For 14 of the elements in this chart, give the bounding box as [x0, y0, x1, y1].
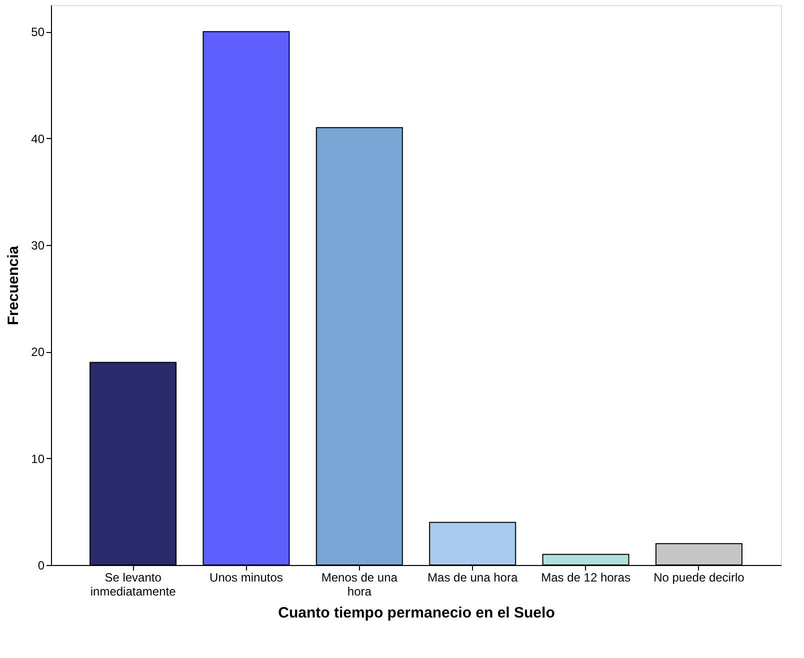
y-tick-label: 20 [31, 345, 45, 360]
x-axis-title: Cuanto tiempo permanecio en el Suelo [278, 604, 555, 622]
y-tick-label: 0 [38, 558, 45, 572]
y-axis-title: Frecuencia [5, 245, 22, 326]
y-tick-label: 50 [31, 25, 45, 40]
x-tick-label: Menos de una hora [321, 570, 398, 598]
x-tick-label: Se levanto inmediatamente [90, 570, 176, 598]
y-tick-label: 30 [31, 238, 45, 252]
x-tick-label: Mas de una hora [428, 570, 518, 584]
x-tick-label: Mas de 12 horas [541, 570, 630, 584]
x-tick-label: Unos minutos [210, 570, 283, 584]
y-tick-label: 10 [31, 452, 45, 466]
y-tick-label: 40 [31, 132, 45, 146]
x-tick-label: No puede decirlo [654, 570, 745, 584]
